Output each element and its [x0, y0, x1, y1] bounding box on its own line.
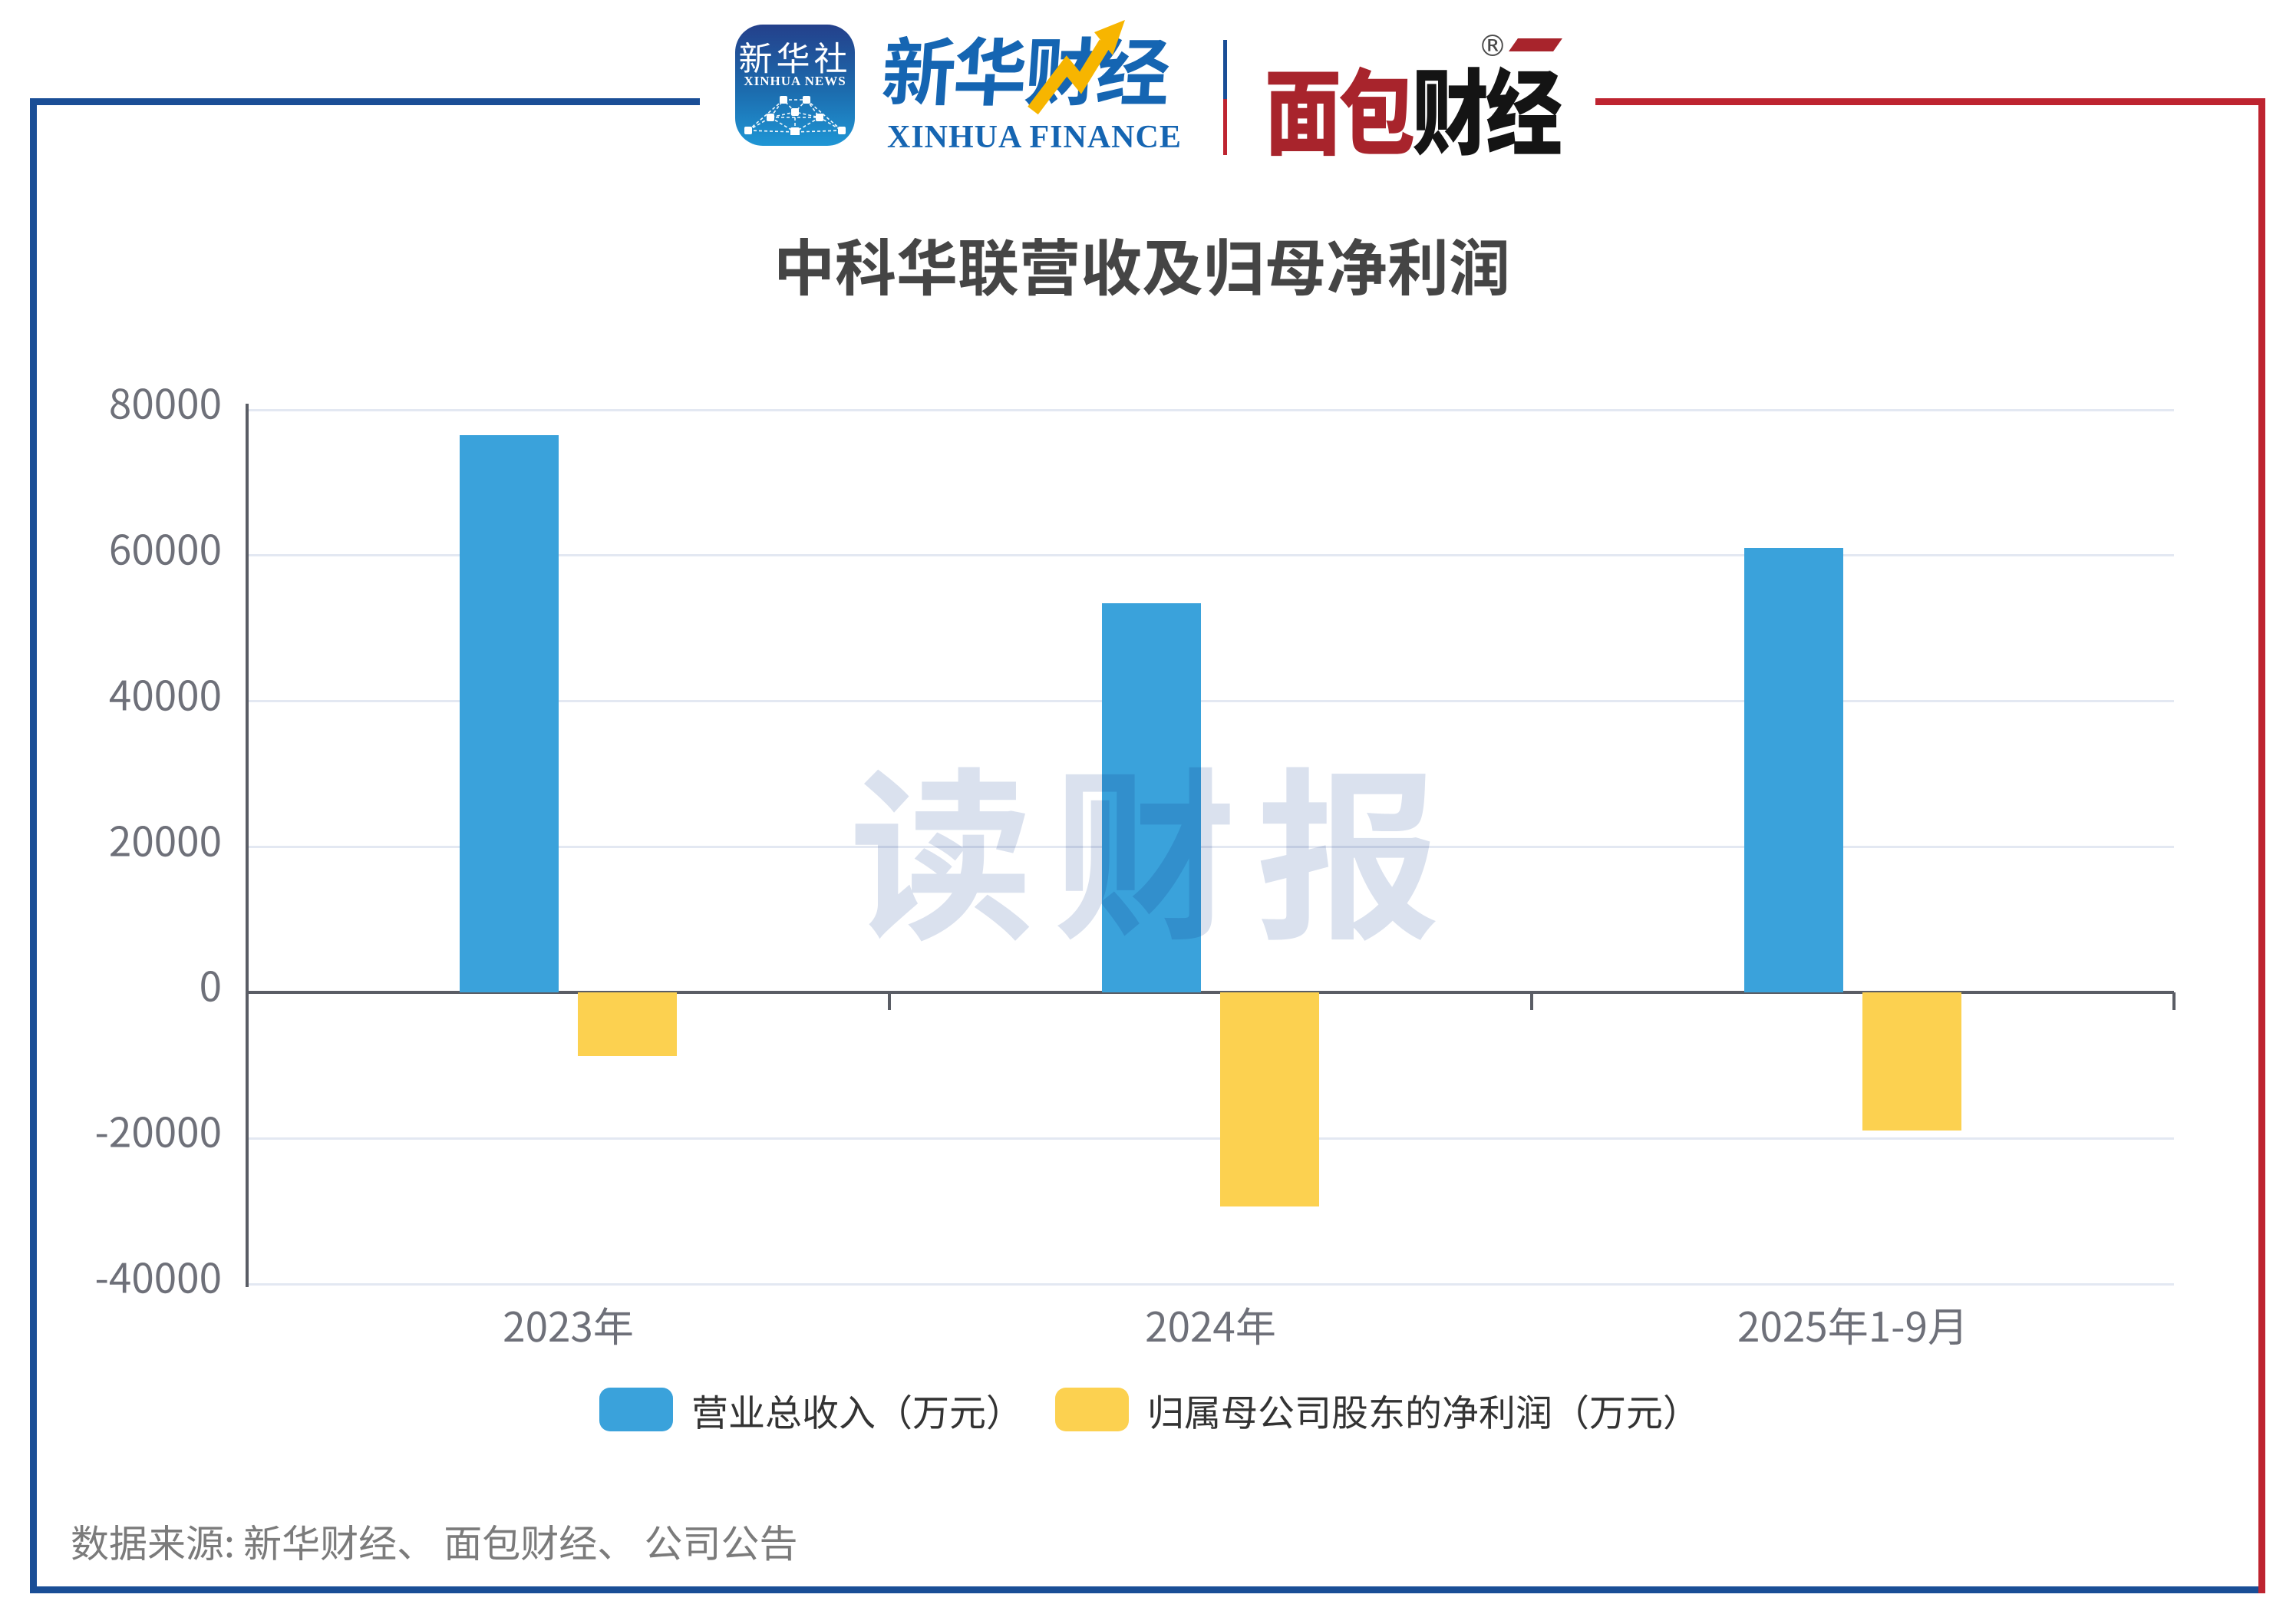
- revenue-bar-2025年1-9月[interactable]: [1744, 548, 1843, 993]
- gridline: [247, 554, 2174, 557]
- legend-item-net-profit[interactable]: 归属母公司股东的净利润（万元）: [1055, 1388, 1700, 1431]
- legend-label: 归属母公司股东的净利润（万元）: [1147, 1382, 1701, 1437]
- bread-finance-logo-red: 面包: [1265, 38, 1415, 174]
- y-axis-label: -20000: [94, 1101, 222, 1160]
- x-axis-tick: [2172, 992, 2176, 1011]
- y-axis-label: 60000: [108, 518, 222, 577]
- legend-swatch: [1055, 1388, 1130, 1431]
- finance-arrow-icon: [1028, 20, 1125, 115]
- chart-title: 中科华联营收及归母净利润: [774, 220, 1510, 309]
- revenue-bar-2024年[interactable]: [1102, 603, 1201, 993]
- x-axis-label: 2024年: [1145, 1296, 1276, 1354]
- net-profit-bar-2023年[interactable]: [578, 992, 677, 1056]
- logo-separator-bottom: [1223, 99, 1227, 155]
- source-note: 数据来源: 新华财经、 面包财经、 公司公告: [71, 1513, 798, 1569]
- y-axis-label: 40000: [108, 664, 222, 723]
- gridline: [247, 1137, 2174, 1140]
- frame-border-top-left: [30, 98, 700, 105]
- bread-finance-logo-black: 财经: [1412, 38, 1562, 174]
- y-axis-label: -40000: [94, 1246, 222, 1305]
- x-axis-line: [247, 991, 2174, 995]
- xinhua-news-icon-cn-label: 新华社: [738, 31, 852, 81]
- registered-trademark-icon: ®: [1478, 29, 1507, 63]
- frame-border-bottom: [30, 1586, 2258, 1593]
- legend-swatch: [599, 1388, 673, 1431]
- legend-label: 营业总收入（万元）: [691, 1382, 1024, 1437]
- logo-separator-top: [1223, 40, 1227, 99]
- y-axis-line: [246, 404, 249, 1287]
- gridline: [247, 1282, 2174, 1286]
- network-globe-icon: [744, 96, 846, 136]
- x-axis-label: 2023年: [503, 1296, 634, 1354]
- x-axis-tick: [888, 992, 891, 1011]
- net-profit-bar-2024年[interactable]: [1220, 992, 1319, 1207]
- xinhua-news-icon-en-label: XINHUA NEWS: [744, 74, 846, 89]
- xinhua-news-app-icon: 新华社 XINHUA NEWS: [735, 25, 855, 146]
- chart-legend: 营业总收入（万元） 归属母公司股东的净利润（万元）: [599, 1388, 1700, 1431]
- frame-border-right: [2258, 98, 2265, 1593]
- gridline: [247, 700, 2174, 703]
- gridline: [247, 846, 2174, 848]
- bread-finance-logo: 面包财经: [1265, 38, 1562, 174]
- x-axis-tick: [1530, 992, 1533, 1011]
- frame-border-top-right: [1595, 98, 2265, 105]
- bread-finance-logo-accent: [1509, 38, 1562, 51]
- frame-border-left: [30, 98, 37, 1593]
- revenue-bar-2023年[interactable]: [460, 435, 559, 993]
- y-axis-label: 80000: [108, 372, 222, 431]
- gridline: [247, 408, 2174, 411]
- xinhua-finance-logo-en: XINHUA FINANCE: [887, 120, 1182, 155]
- y-axis-label: 0: [199, 955, 222, 1014]
- legend-item-revenue[interactable]: 营业总收入（万元）: [599, 1388, 1023, 1431]
- net-profit-bar-2025年1-9月[interactable]: [1862, 992, 1961, 1131]
- y-axis-label: 20000: [108, 810, 222, 868]
- watermark: 读财报: [849, 711, 1460, 978]
- x-axis-label: 2025年1-9月: [1737, 1296, 1968, 1354]
